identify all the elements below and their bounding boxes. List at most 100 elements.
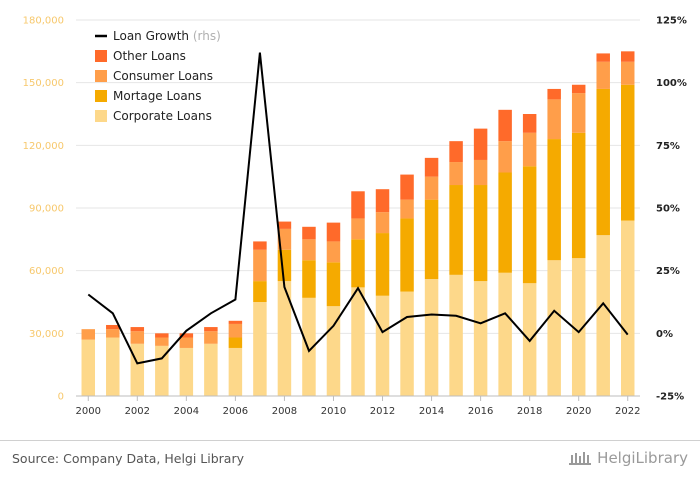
bar-other-loans <box>155 333 169 338</box>
bar-other-loans <box>547 88 561 100</box>
x-tick-label: 2020 <box>566 406 591 417</box>
y-right-tick-label: 50% <box>656 204 680 215</box>
bar-corporate-loans <box>620 220 635 396</box>
y-left-tick-label: 180,000 <box>23 16 64 27</box>
bar-other-loans <box>106 324 120 330</box>
x-tick-label: 2010 <box>321 406 346 417</box>
y-left-tick-label: 90,000 <box>29 204 64 215</box>
bar-other-loans <box>522 114 537 133</box>
bar-corporate-loans <box>473 281 488 396</box>
brand: HelgiLibrary <box>569 449 688 467</box>
bar-other-loans <box>228 320 243 324</box>
x-tick-label: 2022 <box>615 406 640 417</box>
y-right-tick-label: 100% <box>656 78 687 89</box>
bar-consumer-loans <box>473 159 488 186</box>
bar-other-loans <box>179 333 194 338</box>
bar-other-loans <box>253 241 267 250</box>
legend-label: Other Loans <box>113 49 186 63</box>
bar-mortage-loans <box>351 239 365 288</box>
legend-rhs-suffix: (rhs) <box>189 29 221 43</box>
bar-mortage-loans <box>326 262 341 307</box>
bar-other-loans <box>302 226 316 240</box>
x-tick-label: 2018 <box>517 406 542 417</box>
library-icon <box>569 452 592 465</box>
x-tick-label: 2004 <box>174 406 199 417</box>
bar-corporate-loans <box>302 297 316 396</box>
bar-consumer-loans <box>130 331 145 344</box>
bar-other-loans <box>596 53 610 62</box>
legend-swatch <box>95 70 107 82</box>
bar-mortage-loans <box>253 281 267 302</box>
bar-consumer-loans <box>596 61 610 89</box>
bar-consumer-loans <box>351 218 365 240</box>
y-right-tick-label: 75% <box>656 141 680 152</box>
bar-mortage-loans <box>302 260 316 298</box>
bar-consumer-loans <box>620 61 635 85</box>
bar-mortage-loans <box>277 249 292 282</box>
legend-swatch <box>95 110 107 122</box>
bar-mortage-loans <box>473 185 488 282</box>
bar-other-loans <box>620 51 635 62</box>
bar-other-loans <box>498 109 512 142</box>
legend-swatch <box>95 50 107 62</box>
bar-corporate-loans <box>179 347 194 396</box>
legend-label: Loan Growth (rhs) <box>113 29 221 43</box>
legend-swatch <box>95 90 107 102</box>
bar-other-loans <box>449 141 463 163</box>
bar-other-loans <box>277 221 292 229</box>
y-right-tick-label: 125% <box>656 16 687 27</box>
bar-corporate-loans <box>351 287 365 396</box>
bar-consumer-loans <box>449 162 463 186</box>
bar-consumer-loans <box>547 99 561 140</box>
legend-label: Corporate Loans <box>113 109 212 123</box>
footer: Source: Company Data, Helgi Library Helg… <box>0 440 700 484</box>
bar-mortage-loans <box>547 139 561 261</box>
y-right-tick-label: 0% <box>656 329 673 340</box>
x-tick-label: 2014 <box>419 406 444 417</box>
y-left-tick-label: 0 <box>58 392 64 403</box>
bar-consumer-loans <box>571 93 586 133</box>
bar-corporate-loans <box>571 258 586 396</box>
bar-consumer-loans <box>179 337 194 348</box>
bar-corporate-loans <box>106 337 120 396</box>
brand-name: HelgiLibrary <box>597 449 688 467</box>
bar-mortage-loans <box>571 132 586 259</box>
bar-consumer-loans <box>155 337 169 346</box>
x-tick-label: 2016 <box>468 406 493 417</box>
bar-consumer-loans <box>228 323 243 338</box>
bar-mortage-loans <box>596 88 610 236</box>
bar-corporate-loans <box>253 302 267 396</box>
bar-consumer-loans <box>522 132 537 167</box>
bar-consumer-loans <box>204 331 218 344</box>
x-tick-label: 2000 <box>76 406 101 417</box>
bar-other-loans <box>473 128 488 160</box>
bar-consumer-loans <box>424 176 439 200</box>
bar-mortage-loans <box>424 199 439 280</box>
y-left-tick-label: 60,000 <box>29 266 64 277</box>
bar-mortage-loans <box>498 172 512 273</box>
y-left-tick-label: 150,000 <box>23 78 64 89</box>
bar-corporate-loans <box>449 274 463 396</box>
bar-other-loans <box>204 327 218 332</box>
y-right-tick-label: -25% <box>656 392 684 403</box>
x-tick-label: 2008 <box>272 406 297 417</box>
bar-consumer-loans <box>253 249 267 282</box>
x-tick-label: 2002 <box>125 406 150 417</box>
bar-consumer-loans <box>498 141 512 173</box>
x-tick-label: 2006 <box>223 406 248 417</box>
bar-corporate-loans <box>498 272 512 396</box>
bar-mortage-loans <box>400 218 414 292</box>
bar-corporate-loans <box>228 347 243 396</box>
bar-mortage-loans <box>375 233 390 296</box>
bar-mortage-loans <box>228 337 243 348</box>
bar-other-loans <box>571 84 586 94</box>
bar-mortage-loans <box>620 84 635 221</box>
loans-chart: 0 30,000 60,000 90,000 120,000 150,000 180,000… <box>23 16 687 418</box>
bar-other-loans <box>130 327 145 332</box>
y-right-tick-label: 25% <box>656 266 680 277</box>
bar-corporate-loans <box>424 279 439 396</box>
bar-corporate-loans <box>81 339 96 396</box>
bar-consumer-loans <box>81 329 96 340</box>
bar-other-loans <box>326 222 341 242</box>
line-loan-growth <box>87 52 629 365</box>
